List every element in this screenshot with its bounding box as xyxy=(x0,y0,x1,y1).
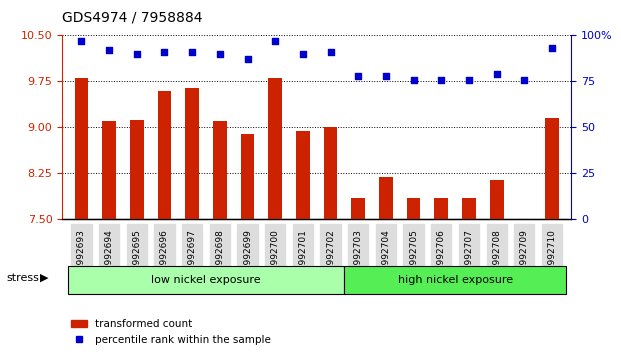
Bar xyxy=(102,121,116,219)
Point xyxy=(298,51,308,57)
Bar xyxy=(434,198,448,219)
Text: GDS4974 / 7958884: GDS4974 / 7958884 xyxy=(62,11,202,25)
FancyBboxPatch shape xyxy=(345,266,566,294)
Bar xyxy=(268,78,282,219)
Point xyxy=(187,49,197,55)
Bar xyxy=(296,131,310,219)
FancyBboxPatch shape xyxy=(68,266,345,294)
Bar xyxy=(490,179,504,219)
Point xyxy=(132,51,142,57)
Bar xyxy=(351,198,365,219)
Text: ▶: ▶ xyxy=(40,273,49,283)
Point xyxy=(160,49,170,55)
Text: high nickel exposure: high nickel exposure xyxy=(397,275,513,285)
Bar xyxy=(462,198,476,219)
Point xyxy=(76,38,86,44)
Text: low nickel exposure: low nickel exposure xyxy=(151,275,261,285)
Bar xyxy=(379,177,393,219)
Bar xyxy=(407,198,420,219)
Point xyxy=(464,77,474,82)
Point xyxy=(547,45,557,51)
Text: stress: stress xyxy=(6,273,39,283)
Bar xyxy=(185,87,199,219)
Bar xyxy=(324,127,337,219)
Point xyxy=(381,73,391,79)
Bar xyxy=(158,91,171,219)
Point xyxy=(492,71,502,77)
Legend: transformed count, percentile rank within the sample: transformed count, percentile rank withi… xyxy=(67,315,276,349)
Point xyxy=(353,73,363,79)
Point xyxy=(104,47,114,53)
Point xyxy=(437,77,446,82)
Point xyxy=(243,57,253,62)
Point xyxy=(409,77,419,82)
Bar xyxy=(75,78,88,219)
Point xyxy=(325,49,335,55)
Bar xyxy=(545,118,559,219)
Bar xyxy=(213,121,227,219)
Bar xyxy=(240,133,255,219)
Point xyxy=(270,38,280,44)
Point xyxy=(215,51,225,57)
Point xyxy=(519,77,529,82)
Bar xyxy=(130,120,143,219)
